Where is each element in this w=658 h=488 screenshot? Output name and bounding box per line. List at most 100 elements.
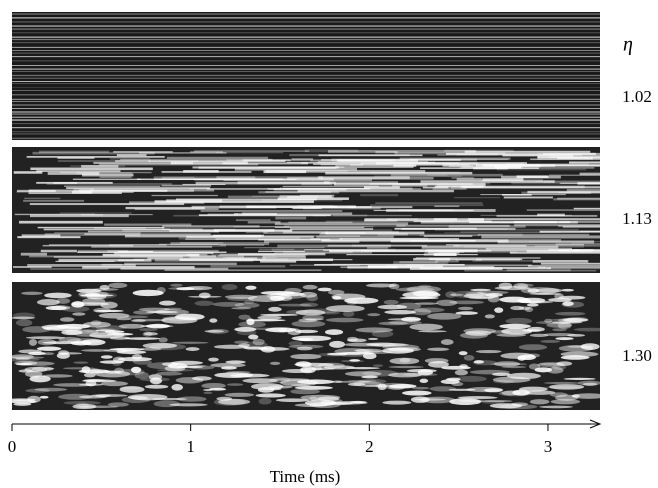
blob [358,378,387,384]
blob [144,332,158,336]
blob [469,369,510,375]
streak [375,202,483,204]
blob [233,340,249,345]
streak [43,228,170,231]
blob [465,330,492,336]
blob [424,358,449,364]
blob [582,382,598,386]
streak [420,167,540,169]
streak [509,251,600,254]
streak [496,168,586,171]
streak [374,175,462,177]
blob [81,379,117,383]
streak [87,230,220,233]
blob [9,354,35,359]
blob [231,307,252,310]
streak [24,197,61,200]
streak [360,162,478,165]
blob [340,354,367,357]
blob [286,309,309,315]
streak [273,188,347,191]
blob [36,299,60,306]
streak [21,234,61,237]
blob [132,289,164,297]
blob [230,373,270,378]
streak [421,245,559,249]
blob [82,321,111,328]
streak [428,251,460,255]
streak [81,214,104,216]
blob [580,343,600,351]
streak [537,213,565,217]
streak [191,205,277,209]
streak [325,220,455,223]
blob [555,337,574,341]
streak [57,157,95,159]
streak [154,258,254,262]
blob [484,314,495,319]
blob [370,343,409,347]
streak [328,150,476,153]
streak [84,233,211,236]
blob [377,304,408,310]
blob [118,323,146,329]
streak [170,242,270,245]
blob [204,329,225,333]
blob [78,369,111,374]
streak [393,164,417,167]
blob [98,312,130,319]
blob [458,399,483,403]
panel-label: 1.02 [622,87,652,106]
streak [438,251,518,254]
streak [161,228,203,230]
blob [550,399,581,405]
streak [20,252,48,256]
streak [537,266,600,269]
blob [299,291,318,298]
blob [556,361,573,366]
blob [131,319,146,323]
blob [124,337,161,340]
streak [347,266,495,269]
blob [144,384,169,389]
blob [133,310,156,315]
streak [526,209,600,211]
blob [194,300,214,306]
streak [413,258,451,261]
streak [558,250,593,252]
blob [331,380,343,383]
blob [258,397,272,405]
blob [399,296,439,300]
blob [468,296,494,300]
streak [115,160,150,162]
blob [543,333,576,337]
blob [61,306,90,313]
blob [275,398,310,403]
streak [30,167,153,171]
streak [46,183,173,185]
blob [260,290,296,295]
streak [477,234,590,236]
streak [558,221,600,223]
blob [524,306,534,313]
blob [76,288,102,293]
streak [274,251,373,254]
streak [110,158,151,160]
blob [436,299,458,307]
blob [171,341,209,344]
streak [173,214,326,217]
streak [415,257,541,259]
blob [15,319,33,327]
blob [318,362,345,369]
streak [325,171,473,175]
streak [32,151,155,155]
streak [318,154,423,157]
blob [159,300,176,306]
streak [64,185,161,187]
blob [176,396,207,402]
streak [162,225,260,228]
streak [562,225,600,228]
streak [392,184,428,187]
streak [13,266,52,268]
streak [274,226,365,228]
